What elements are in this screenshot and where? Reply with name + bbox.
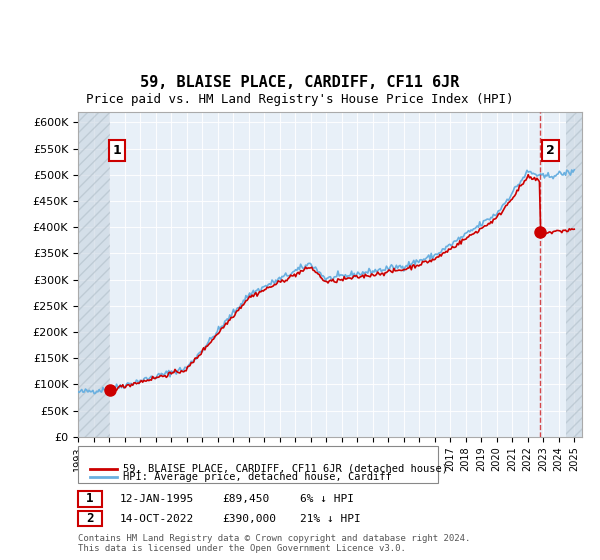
Text: £390,000: £390,000 [222,514,276,524]
Text: 14-OCT-2022: 14-OCT-2022 [120,514,194,524]
Bar [566,112,582,437]
Text: 1: 1 [86,492,94,506]
Text: Contains HM Land Registry data © Crown copyright and database right 2024.
This d: Contains HM Land Registry data © Crown c… [78,534,470,553]
Text: 21% ↓ HPI: 21% ↓ HPI [300,514,361,524]
Text: HPI: Average price, detached house, Cardiff: HPI: Average price, detached house, Card… [123,472,392,482]
Text: 12-JAN-1995: 12-JAN-1995 [120,494,194,504]
Text: 59, BLAISE PLACE, CARDIFF, CF11 6JR (detached house): 59, BLAISE PLACE, CARDIFF, CF11 6JR (det… [123,464,448,474]
Text: £89,450: £89,450 [222,494,269,504]
Text: 2: 2 [86,512,94,525]
Text: 2: 2 [546,144,555,157]
Text: 1: 1 [113,144,121,157]
Text: 6% ↓ HPI: 6% ↓ HPI [300,494,354,504]
Text: Price paid vs. HM Land Registry's House Price Index (HPI): Price paid vs. HM Land Registry's House … [86,94,514,106]
Bar [78,112,110,437]
Text: 59, BLAISE PLACE, CARDIFF, CF11 6JR: 59, BLAISE PLACE, CARDIFF, CF11 6JR [140,74,460,90]
